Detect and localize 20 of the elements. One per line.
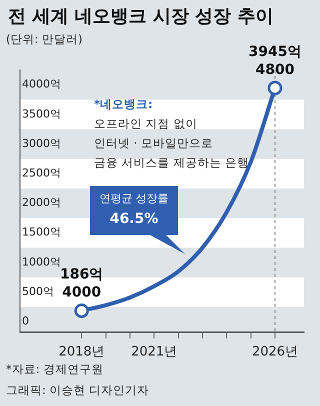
y-tick-label: 4000억 [22, 78, 61, 91]
y-tick-label: 3500억 [22, 107, 61, 120]
y-tick-label: 1500억 [22, 226, 61, 239]
x-tick-label: 2026년 [252, 344, 298, 360]
chart-subtitle: (단위: 만달러) [6, 32, 83, 47]
y-tick-label: 0 [22, 314, 29, 328]
text: *자료: 경제연구원 [6, 362, 104, 377]
x-tick-label: 2018년 [58, 344, 105, 360]
x-tick-label: 2021년 [131, 344, 178, 360]
y-tick-label: 3000억 [22, 136, 61, 150]
y-tick-label: 2000억 [22, 196, 61, 210]
y-tick-label: 2500억 [22, 166, 61, 180]
annotation: 연평균 성장률 46.5% [98, 191, 170, 229]
chart-title: 전 세계 네오뱅크 시장 성장 추이 [8, 5, 274, 28]
data-label: 186억 4000 [60, 266, 104, 301]
text: 그래픽: 이승현 디자인기자 [6, 383, 150, 398]
y-tick-label: 500억 [22, 284, 54, 298]
y-tick-label: 1000억 [22, 255, 61, 268]
data-label: 3945억 4800 [248, 44, 302, 78]
annotation: *네오뱅크: 오프라인 지점 없이 인터넷 · 모바일만으로 금융 서비스를 제공하는 은행 [94, 97, 249, 170]
